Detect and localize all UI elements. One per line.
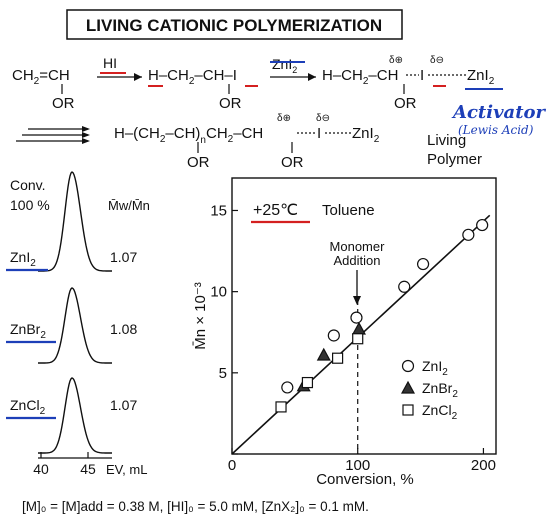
adduct-formula: H–CH2–CH–I bbox=[148, 67, 237, 87]
y-tick-label: 5 bbox=[219, 365, 227, 382]
point-zncl bbox=[332, 352, 344, 364]
point-zni bbox=[416, 257, 430, 271]
annotation-line-2: Addition bbox=[334, 253, 381, 268]
annotation-arrowhead bbox=[353, 296, 361, 305]
x-tick-label: 200 bbox=[471, 457, 496, 474]
gpc-catalyst-label: ZnBr2 bbox=[10, 321, 46, 341]
point-zncl bbox=[352, 333, 364, 345]
reagent-hi: HI bbox=[103, 55, 117, 71]
point-znbr bbox=[351, 321, 366, 335]
adduct-or: OR bbox=[219, 95, 242, 112]
polymer-or-2: OR bbox=[281, 154, 304, 171]
legend-label-zni: ZnI2 bbox=[422, 358, 448, 378]
delta-plus-2: δ⊕ bbox=[277, 113, 291, 124]
mwmn-header: M̄w/M̄n bbox=[108, 198, 150, 213]
polymer-formula: H–(CH2–CH)nCH2–CH bbox=[114, 125, 263, 146]
y-axis-label: M̄n × 10⁻³ bbox=[192, 282, 209, 350]
gpc-trace-zncl bbox=[38, 377, 112, 454]
polymer-zni2: ZnI2 bbox=[352, 125, 380, 145]
activator-sub-label: (Lewis Acid) bbox=[458, 123, 534, 137]
activated-or: OR bbox=[394, 95, 417, 112]
gpc-catalyst-label: ZnCl2 bbox=[10, 397, 46, 417]
point-zni bbox=[476, 218, 489, 232]
conv-label-1: Conv. bbox=[10, 177, 46, 193]
data-points bbox=[275, 218, 489, 413]
legend-label-zncl: ZnCl2 bbox=[422, 402, 458, 422]
gpc-mwmn-value: 1.08 bbox=[110, 321, 137, 337]
chart-title: Toluene bbox=[322, 202, 375, 219]
x-tick-label: 100 bbox=[345, 457, 370, 474]
y-tick-label: 10 bbox=[210, 284, 227, 301]
temperature-label: +25℃ bbox=[253, 202, 298, 219]
living-label-2: Polymer bbox=[427, 151, 482, 168]
legend-marker-zncl bbox=[402, 404, 414, 416]
monomer-or: OR bbox=[52, 95, 75, 112]
gpc-tick-40: 40 bbox=[33, 461, 49, 477]
gpc-axis-label: EV, mL bbox=[106, 462, 147, 477]
x-tick-label: 0 bbox=[228, 457, 236, 474]
delta-plus-1: δ⊕ bbox=[389, 55, 403, 66]
reaction-scheme-row-1: CH2=CH OR HI H–CH2–CH–I OR ZnI2 H–CH2–CH… bbox=[12, 55, 547, 137]
gpc-mwmn-value: 1.07 bbox=[110, 249, 137, 265]
point-zni bbox=[281, 381, 294, 394]
point-znbr bbox=[316, 347, 331, 361]
point-zni bbox=[462, 228, 475, 241]
gpc-catalyst-label: ZnI2 bbox=[10, 249, 36, 269]
gpc-panel: Conv. 100 % M̄w/M̄n ZnI2 1.07 ZnBr2 1.08 ZnC… bbox=[6, 171, 150, 477]
gpc-trace-zni bbox=[38, 171, 112, 272]
gpc-traces: ZnI2 1.07 ZnBr2 1.08 ZnCl2 1.07 bbox=[6, 171, 137, 454]
x-axis-label: Conversion, % bbox=[316, 471, 414, 488]
monomer-formula: CH2=CH bbox=[12, 67, 70, 87]
delta-minus-2: δ⊖ bbox=[316, 113, 330, 124]
activated-formula: H–CH2–CH bbox=[322, 67, 398, 87]
legend-marker-znbr bbox=[400, 380, 416, 394]
reagent-zni2: ZnI2 bbox=[272, 56, 297, 75]
gpc-mwmn-value: 1.07 bbox=[110, 397, 137, 413]
gpc-trace-znbr bbox=[38, 287, 112, 364]
page-title: LIVING CATIONIC POLYMERIZATION bbox=[86, 16, 382, 35]
point-zni bbox=[398, 280, 411, 293]
activated-zni2: ZnI2 bbox=[467, 67, 495, 87]
gpc-tick-45: 45 bbox=[80, 461, 96, 477]
legend-label-znbr: ZnBr2 bbox=[422, 380, 458, 400]
y-tick-label: 15 bbox=[210, 202, 227, 219]
conditions-footer: [M]₀ = [M]add = 0.38 M, [HI]₀ = 5.0 mM, … bbox=[22, 499, 369, 514]
annotation-line-1: Monomer bbox=[330, 239, 386, 254]
reaction-scheme-row-2: H–(CH2–CH)nCH2–CH OR OR δ⊕ δ⊖ I ZnI2 Liv… bbox=[16, 113, 482, 171]
point-zncl bbox=[275, 401, 287, 413]
delta-minus-1: δ⊖ bbox=[430, 55, 444, 66]
legend-marker-zni bbox=[401, 359, 415, 373]
polymer-iodine: I bbox=[317, 125, 321, 142]
polymer-or-1: OR bbox=[187, 154, 210, 171]
mn-vs-conversion-chart: +25℃ Toluene Monomer Addition 0 100 200 5 10… bbox=[192, 177, 497, 488]
activated-iodine: I bbox=[420, 67, 424, 84]
living-label-1: Living bbox=[427, 132, 466, 149]
activator-label: Activator bbox=[451, 102, 547, 123]
axis-ticks: 0 100 200 5 10 15 bbox=[210, 202, 496, 474]
plot-frame bbox=[231, 177, 497, 455]
title-box bbox=[66, 9, 403, 40]
point-zni bbox=[327, 329, 340, 342]
point-zncl bbox=[301, 376, 314, 389]
conv-label-2: 100 % bbox=[10, 197, 50, 213]
point-zni bbox=[350, 311, 363, 324]
